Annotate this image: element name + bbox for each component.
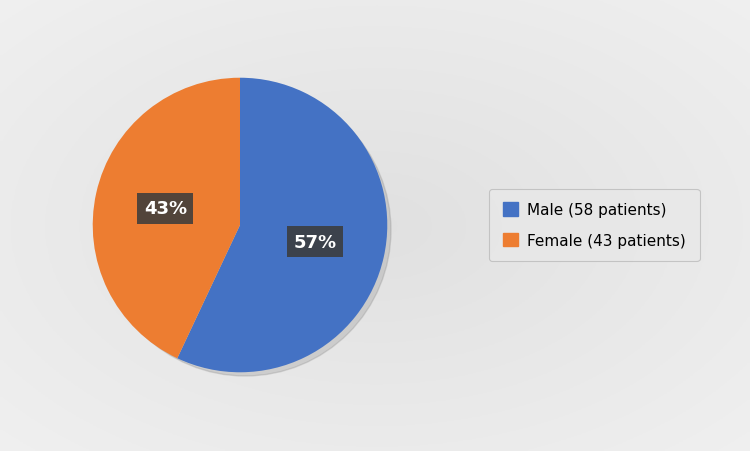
Wedge shape [93, 78, 240, 359]
Text: 57%: 57% [293, 233, 336, 251]
Circle shape [100, 85, 391, 376]
Wedge shape [177, 78, 387, 373]
Text: 43%: 43% [144, 200, 187, 218]
Legend: Male (58 patients), Female (43 patients): Male (58 patients), Female (43 patients) [489, 189, 700, 262]
